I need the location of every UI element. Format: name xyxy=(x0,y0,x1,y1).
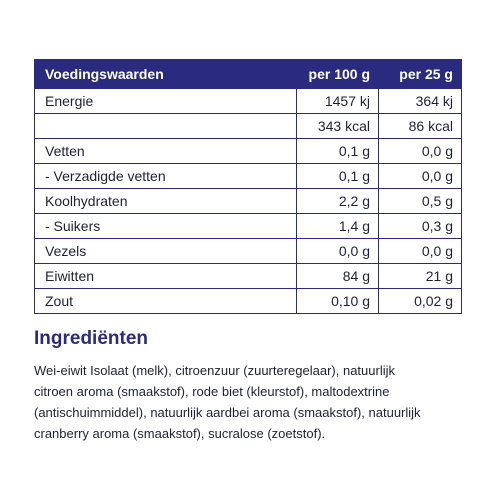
table-row: Zout 0,10 g 0,02 g xyxy=(34,288,462,314)
value-per-100g: 0,0 g xyxy=(296,238,379,264)
value-per-100g: 343 kcal xyxy=(296,113,379,139)
value-per-25g: 364 kj xyxy=(378,88,462,114)
value-per-100g: 1457 kj xyxy=(296,88,379,114)
table-row: Vetten 0,1 g 0,0 g xyxy=(34,138,462,164)
value-per-100g: 84 g xyxy=(296,263,379,289)
ingredients-title: Ingrediënten xyxy=(34,328,149,349)
table-row: Energie 1457 kj 364 kj xyxy=(34,88,462,114)
value-per-25g: 86 kcal xyxy=(378,113,462,139)
value-per-100g: 0,10 g xyxy=(296,288,379,314)
value-per-25g: 0,5 g xyxy=(378,188,462,214)
value-per-25g: 0,3 g xyxy=(378,213,462,239)
value-per-25g: 0,0 g xyxy=(378,163,462,189)
table-row: - Verzadigde vetten 0,1 g 0,0 g xyxy=(34,163,462,189)
value-per-100g: 0,1 g xyxy=(296,138,379,164)
nutrient-label: - Suikers xyxy=(34,213,297,239)
header-per-25g: per 25 g xyxy=(378,59,462,89)
ingredients-line: cranberry aroma (smaakstof), sucralose (… xyxy=(34,426,326,441)
value-per-100g: 1,4 g xyxy=(296,213,379,239)
ingredients-line: Wei-eiwit Isolaat (melk), citroenzuur (z… xyxy=(34,363,395,378)
table-row: Koolhydraten 2,2 g 0,5 g xyxy=(34,188,462,214)
nutrient-label xyxy=(34,113,297,139)
nutrient-label: Energie xyxy=(34,88,297,114)
ingredients-text: Wei-eiwit Isolaat (melk), citroenzuur (z… xyxy=(34,360,474,444)
value-per-25g: 0,0 g xyxy=(378,138,462,164)
value-per-25g: 0,02 g xyxy=(378,288,462,314)
nutrition-header-row: Voedingswaarden per 100 g per 25 g xyxy=(34,59,462,89)
header-nutrient: Voedingswaarden xyxy=(34,59,297,89)
nutrition-table: Voedingswaarden per 100 g per 25 g Energ… xyxy=(34,59,462,314)
nutrient-label: Eiwitten xyxy=(34,263,297,289)
ingredients-line: (antischuimmiddel), natuurlijk aardbei a… xyxy=(34,405,421,420)
header-per-100g: per 100 g xyxy=(296,59,379,89)
table-row: - Suikers 1,4 g 0,3 g xyxy=(34,213,462,239)
nutrient-label: Vetten xyxy=(34,138,297,164)
nutrient-label: Vezels xyxy=(34,238,297,264)
table-row: Eiwitten 84 g 21 g xyxy=(34,263,462,289)
table-row: Vezels 0,0 g 0,0 g xyxy=(34,238,462,264)
ingredients-line: citroen aroma (smaakstof), rode biet (kl… xyxy=(34,384,390,399)
value-per-25g: 21 g xyxy=(378,263,462,289)
nutrient-label: Koolhydraten xyxy=(34,188,297,214)
value-per-100g: 2,2 g xyxy=(296,188,379,214)
value-per-25g: 0,0 g xyxy=(378,238,462,264)
nutrient-label: Zout xyxy=(34,288,297,314)
table-row: 343 kcal 86 kcal xyxy=(34,113,462,139)
nutrient-label: - Verzadigde vetten xyxy=(34,163,297,189)
value-per-100g: 0,1 g xyxy=(296,163,379,189)
